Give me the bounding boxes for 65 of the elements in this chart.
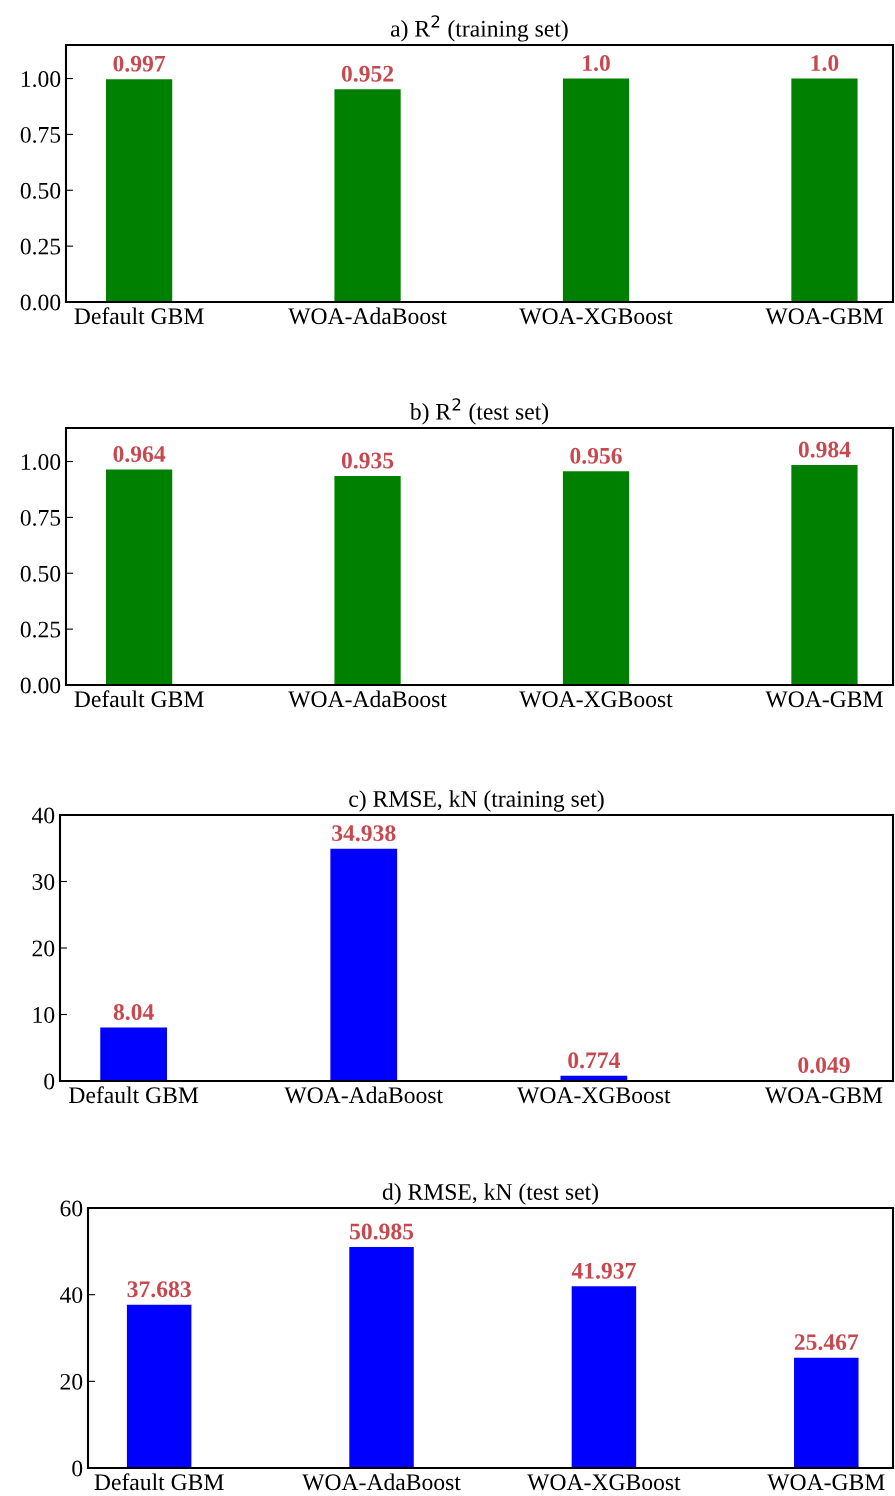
y-tick-label: 30 (32, 873, 55, 890)
x-tick-label: Default GBM (94, 1473, 224, 1491)
data-label: 0.049 (798, 1057, 850, 1074)
x-tick-label: WOA-XGBoost (519, 308, 673, 325)
chart-title: d) RMSE, kN (test set) (382, 1183, 598, 1205)
text: 1.00 (21, 454, 61, 471)
data-label: 0.956 (570, 447, 622, 464)
bar (105, 469, 173, 685)
x-tick-label: WOA-AdaBoost (288, 690, 447, 708)
data-label: 8.04 (113, 1004, 154, 1021)
text: 0.75 (20, 126, 61, 143)
x-tick-label: WOA-AdaBoost (284, 1086, 443, 1104)
y-tick-label: 10 (33, 1006, 55, 1023)
x-tick-label: Default GBM (69, 1086, 199, 1104)
bar (100, 1027, 167, 1081)
y-tick-label: 0 (44, 1073, 55, 1090)
x-tick-label: WOA-XGBoost (519, 691, 673, 708)
data-label: 0.952 (341, 65, 394, 82)
text: 1.00 (21, 71, 61, 88)
data-label: 1.0 (811, 55, 839, 72)
x-tick-label: WOA-GBM (765, 691, 883, 708)
bar (562, 471, 630, 685)
bar (791, 465, 858, 685)
x-tick-label: WOA-XGBoost (527, 1474, 681, 1491)
text: 0.00 (20, 677, 61, 694)
x-tick-label: WOA-AdaBoost (288, 307, 447, 325)
bar (330, 848, 398, 1081)
bar (334, 476, 401, 685)
text: 0.75 (20, 509, 61, 526)
y-tick-label: 40 (31, 807, 55, 824)
data-label: 0.935 (341, 452, 394, 469)
data-label: 37.683 (127, 1281, 191, 1298)
x-tick-label: WOA-AdaBoost (302, 1473, 461, 1491)
y-tick-label: 20 (60, 1373, 83, 1390)
x-tick-label: Default GBM (74, 307, 204, 325)
x-tick-label: WOA-GBM (765, 308, 883, 325)
bar (571, 1286, 637, 1468)
data-label: 0.984 (798, 441, 851, 458)
text: 0.50 (20, 182, 61, 199)
chart-title: a) R$^{2}$ (training set) (390, 15, 568, 42)
x-tick-label: Default GBM (74, 690, 204, 708)
text: 0.50 (20, 565, 61, 582)
chart-title: c) RMSE, kN (training set) (349, 790, 604, 812)
data-label: 25.467 (794, 1334, 859, 1351)
y-tick-label: 0 (72, 1460, 83, 1477)
text: 0.25 (20, 621, 61, 638)
text: 0.00 (20, 294, 61, 311)
data-label: 34.938 (332, 825, 396, 842)
y-tick-label: 40 (59, 1287, 83, 1304)
bar (349, 1247, 414, 1468)
bar (126, 1304, 192, 1468)
data-label: 50.985 (350, 1223, 414, 1240)
text: 0.25 (20, 238, 61, 255)
data-label: 0.774 (568, 1052, 620, 1069)
bar (794, 1357, 859, 1468)
data-label: 1.0 (583, 55, 610, 72)
data-label: 0.964 (113, 446, 166, 463)
x-tick-label: WOA-GBM (764, 1087, 883, 1104)
y-tick-label: 60 (60, 1200, 83, 1217)
data-label: 41.937 (571, 1262, 636, 1279)
chart-title: b) R$^{2}$ (test set) (409, 398, 549, 425)
y-tick-label: 20 (32, 940, 55, 957)
data-label: 0.997 (113, 55, 166, 72)
x-tick-label: WOA-GBM (767, 1474, 885, 1491)
x-tick-label: WOA-XGBoost (517, 1087, 671, 1104)
